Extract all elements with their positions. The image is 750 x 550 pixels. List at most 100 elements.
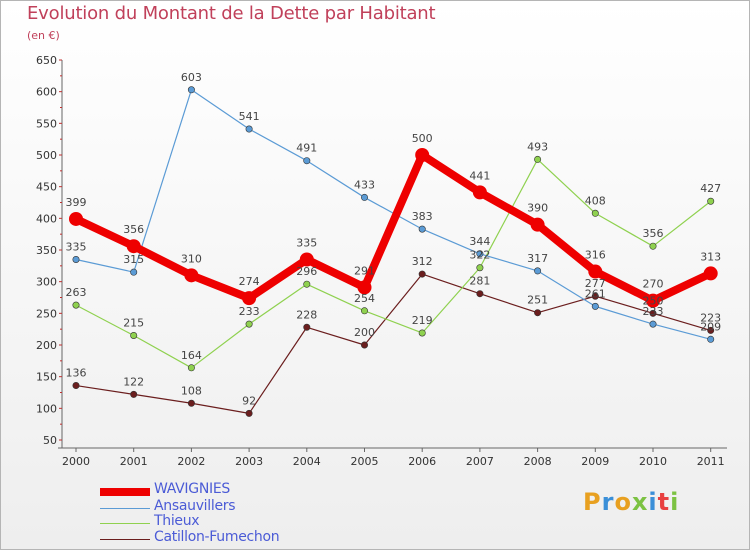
legend-swatch: [100, 539, 150, 540]
data-label: 399: [66, 196, 87, 209]
data-point: [69, 211, 83, 226]
data-point: [303, 280, 311, 288]
data-label: 356: [643, 227, 664, 240]
x-tick-label: 2009: [581, 455, 609, 468]
x-tick-label: 2005: [351, 455, 379, 468]
y-tick-label: 550: [36, 117, 57, 130]
data-point: [242, 291, 257, 306]
legend-swatch: [100, 488, 150, 496]
data-point: [703, 266, 718, 281]
y-tick-label: 650: [36, 54, 57, 67]
data-label: 250: [643, 294, 664, 307]
data-label: 223: [700, 311, 721, 324]
data-point: [649, 309, 657, 317]
data-label: 281: [469, 275, 490, 288]
logo-letter: t: [657, 488, 671, 516]
chart-data-labels: 136 122 108 92 228 200 312 281 251 277 250 223 263 21…: [66, 71, 722, 408]
data-point: [415, 148, 430, 162]
y-tick-label: 500: [36, 149, 57, 162]
x-tick-label: 2007: [466, 455, 494, 468]
legend-swatch: [100, 508, 150, 509]
data-label: 322: [469, 249, 490, 262]
data-label: 317: [527, 252, 548, 265]
data-point: [360, 307, 368, 315]
data-label: 541: [239, 110, 260, 123]
data-label: 233: [239, 305, 260, 318]
data-point: [591, 302, 599, 310]
data-label: 251: [527, 294, 548, 307]
data-label: 164: [181, 349, 202, 362]
proxiti-logo[interactable]: Proxiti: [583, 488, 679, 516]
data-point: [360, 193, 368, 201]
data-label: 603: [181, 71, 202, 84]
data-point: [472, 185, 487, 200]
data-label: 108: [181, 384, 202, 397]
x-tick-label: 2008: [524, 455, 552, 468]
data-point: [534, 309, 542, 317]
data-label: 316: [585, 249, 606, 262]
data-point: [357, 280, 372, 295]
logo-letter: r: [601, 488, 615, 516]
y-tick-label: 400: [36, 212, 57, 225]
data-label: 312: [412, 255, 433, 268]
data-label: 335: [296, 237, 317, 250]
data-label: 274: [239, 275, 260, 288]
data-point: [591, 209, 599, 217]
y-tick-label: 50: [43, 434, 57, 447]
x-tick-label: 2011: [697, 455, 725, 468]
data-point: [646, 293, 660, 308]
x-tick-label: 2004: [293, 455, 321, 468]
data-point: [418, 270, 426, 278]
series-line-catillon-fumechon: [75, 273, 712, 414]
data-label: 92: [242, 394, 256, 407]
data-point: [303, 157, 311, 165]
data-point: [360, 341, 368, 349]
legend-swatch: [100, 523, 150, 524]
data-label: 344: [469, 235, 490, 248]
chart-title: Evolution du Montant de la Dette par Hab…: [27, 3, 436, 24]
logo-letter: o: [614, 488, 632, 516]
legend-label: Ansauvillers: [154, 498, 236, 514]
data-point: [588, 264, 603, 279]
series-line-wavignies: [72, 151, 715, 305]
data-label: 383: [412, 210, 433, 223]
data-point: [72, 301, 80, 309]
data-label: 408: [585, 194, 606, 207]
data-point: [476, 264, 484, 272]
y-tick-label: 150: [36, 371, 57, 384]
data-label: 209: [700, 320, 721, 333]
x-tick-label: 2002: [177, 455, 205, 468]
data-point: [707, 335, 715, 343]
x-tick-label: 2003: [235, 455, 263, 468]
logo-letter: P: [583, 488, 602, 516]
data-label: 219: [412, 314, 433, 327]
y-tick-label: 300: [36, 276, 57, 289]
y-tick-label: 450: [36, 181, 57, 194]
chart-series: [69, 86, 718, 417]
data-point: [245, 320, 253, 328]
data-label: 310: [181, 252, 202, 265]
data-label: 500: [412, 132, 433, 145]
data-point: [418, 225, 426, 233]
data-point: [245, 125, 253, 133]
data-point: [476, 250, 484, 258]
data-label: 296: [296, 265, 317, 278]
data-label: 313: [700, 250, 721, 263]
legend-label: WAVIGNIES: [154, 481, 230, 497]
x-tick-label: 2001: [120, 455, 148, 468]
x-tick-label: 2000: [62, 455, 90, 468]
data-point: [187, 399, 195, 407]
data-label: 315: [123, 253, 144, 266]
data-point: [130, 331, 138, 339]
data-point: [303, 323, 311, 331]
data-point: [187, 86, 195, 94]
chart-subtitle: (en €): [27, 29, 60, 42]
data-point: [184, 268, 199, 283]
data-point: [530, 217, 545, 232]
data-label: 441: [469, 169, 490, 182]
data-label: 233: [643, 305, 664, 318]
data-point: [418, 329, 426, 337]
data-label: 356: [123, 223, 144, 236]
data-point: [299, 252, 314, 267]
